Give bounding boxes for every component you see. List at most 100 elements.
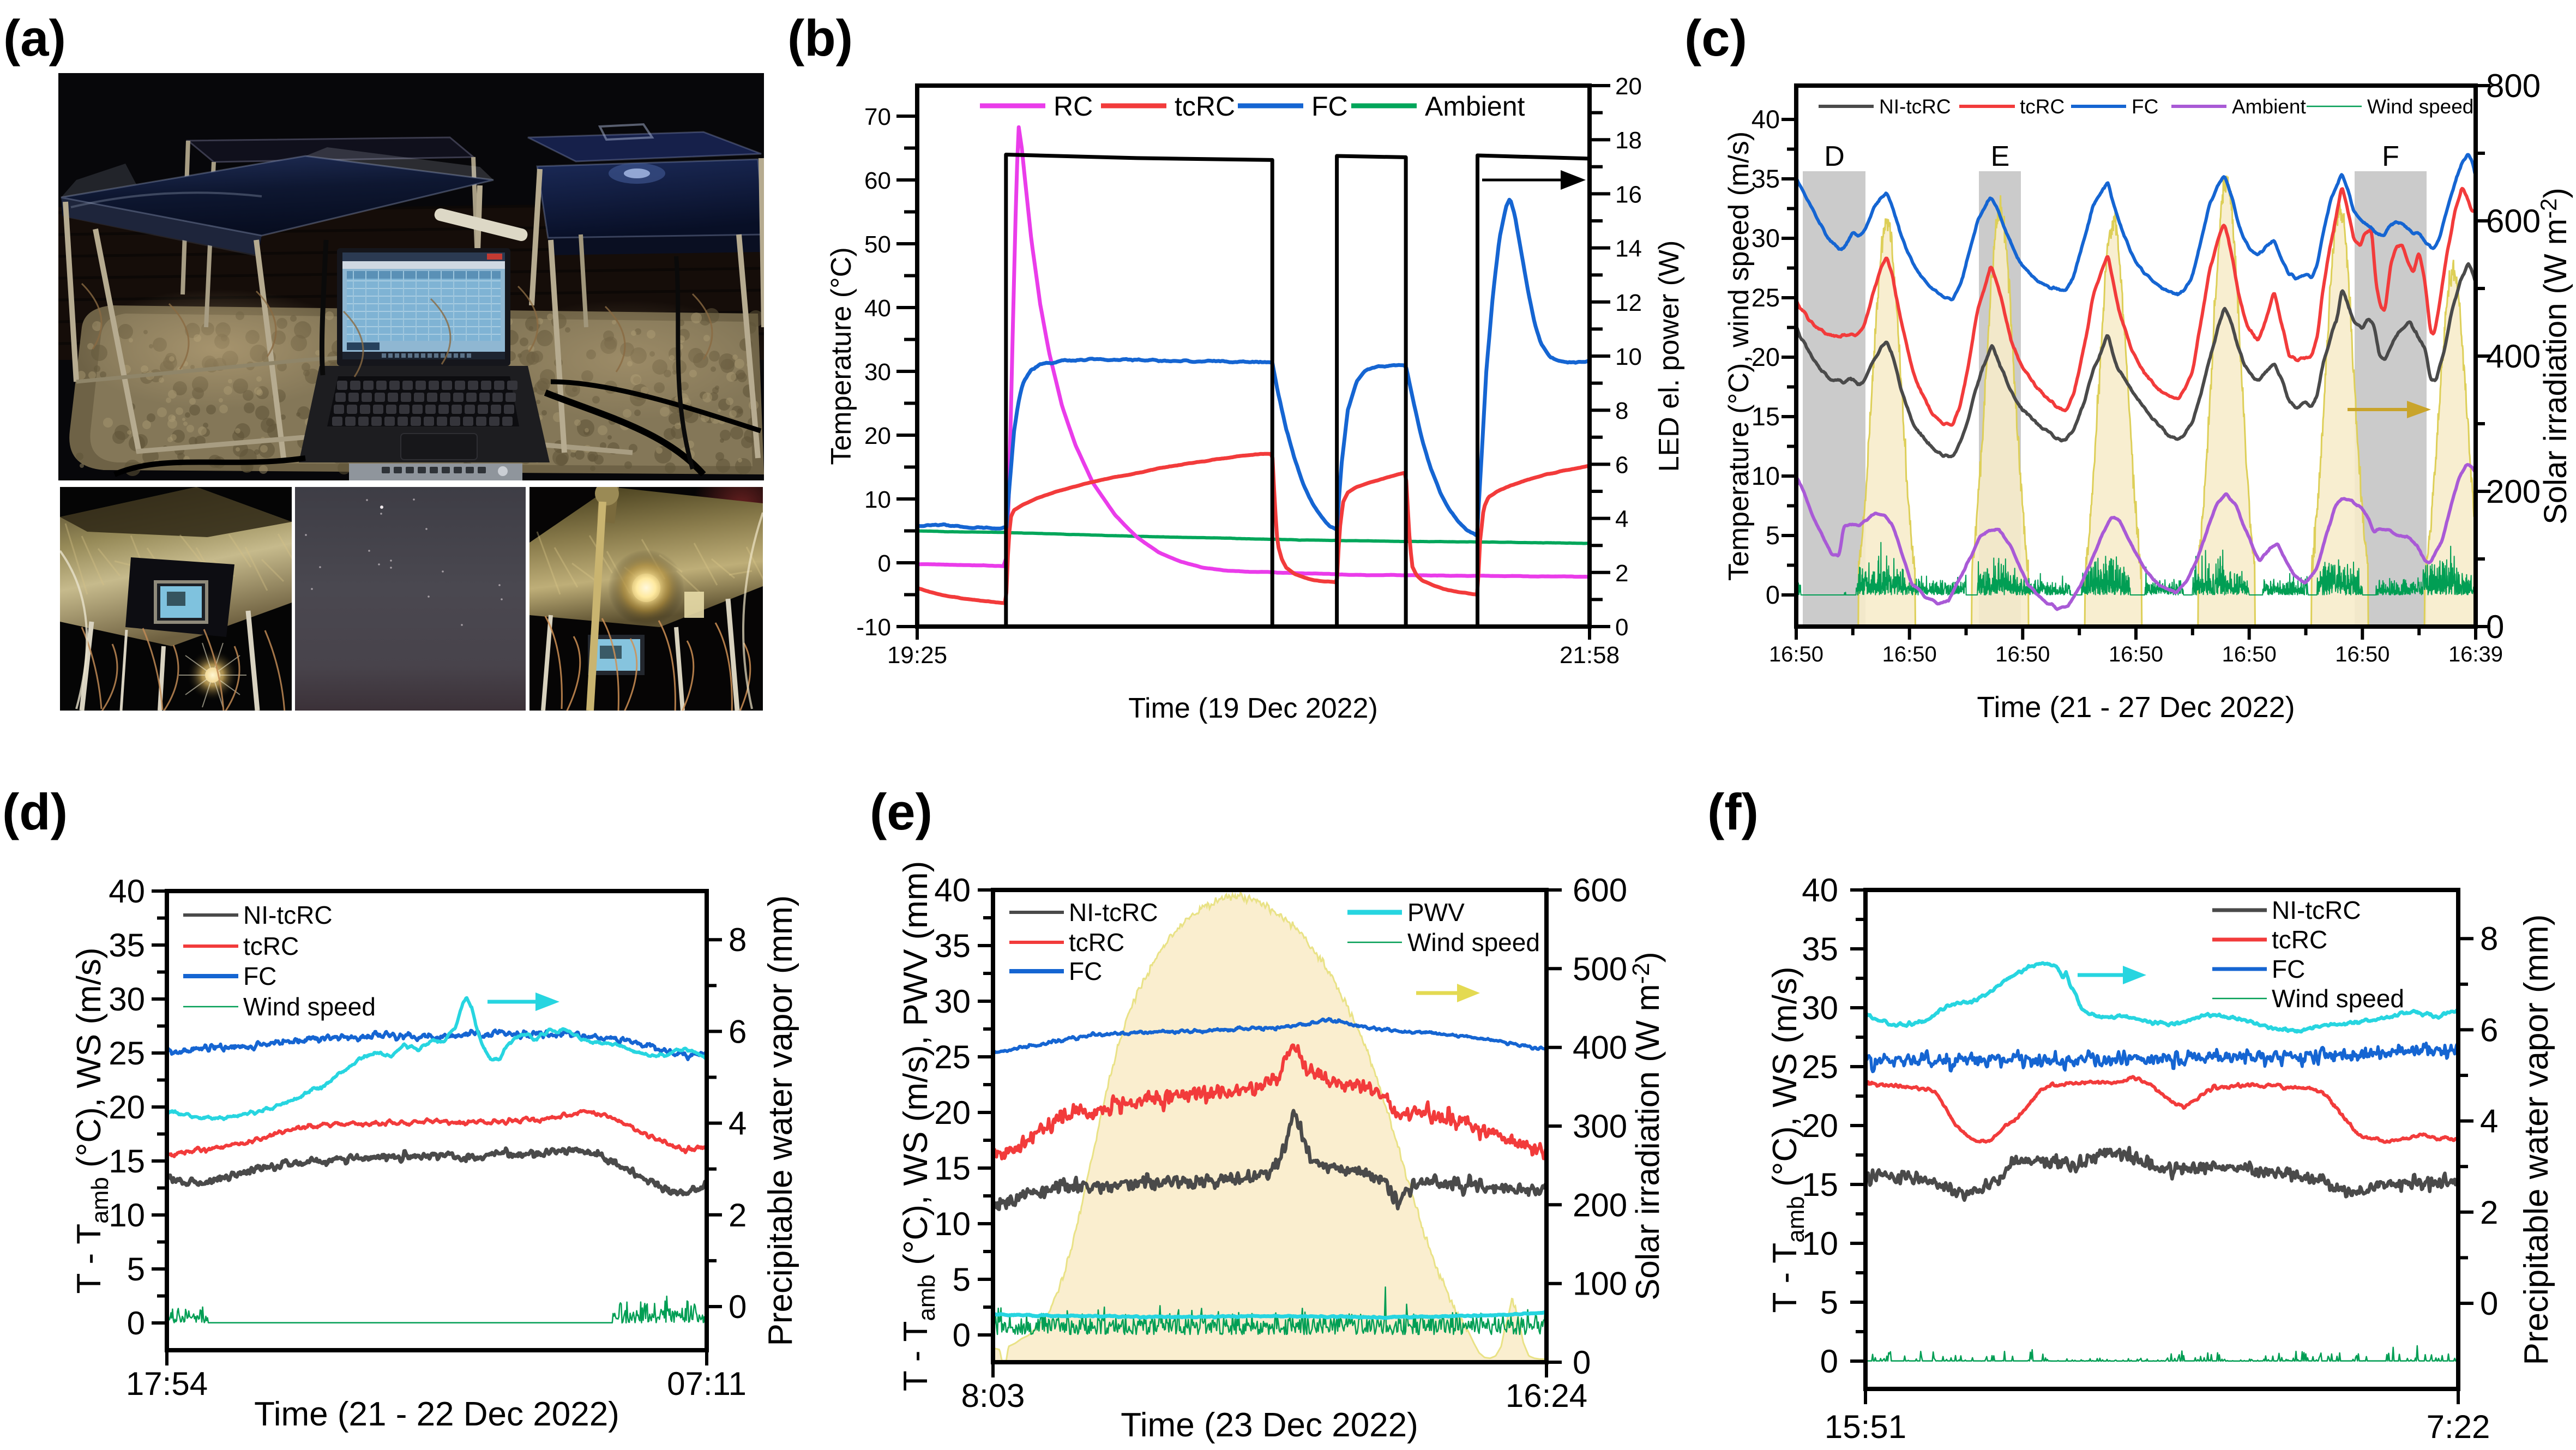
- svg-text:tcRC: tcRC: [243, 932, 299, 960]
- svg-text:70: 70: [864, 104, 891, 130]
- svg-text:0: 0: [2486, 609, 2504, 645]
- svg-text:8: 8: [1615, 398, 1628, 424]
- svg-text:4: 4: [729, 1105, 747, 1142]
- svg-text:18: 18: [1615, 127, 1642, 154]
- svg-text:10: 10: [1802, 1225, 1838, 1262]
- svg-text:0: 0: [1820, 1343, 1838, 1380]
- svg-text:30: 30: [1752, 224, 1780, 252]
- svg-text:30: 30: [109, 981, 145, 1018]
- svg-text:20: 20: [109, 1089, 145, 1126]
- svg-text:16:50: 16:50: [1995, 642, 2050, 666]
- svg-text:16:24: 16:24: [1506, 1377, 1587, 1414]
- svg-text:(f): (f): [1707, 783, 1759, 840]
- svg-text:10: 10: [1752, 461, 1780, 490]
- svg-text:400: 400: [2486, 338, 2541, 375]
- svg-text:20: 20: [1752, 342, 1780, 371]
- svg-text:21:58: 21:58: [1560, 642, 1620, 669]
- svg-text:50: 50: [864, 231, 891, 258]
- svg-text:35: 35: [109, 927, 145, 964]
- svg-text:100: 100: [1573, 1266, 1627, 1302]
- svg-text:600: 600: [1573, 872, 1627, 908]
- svg-text:400: 400: [1573, 1030, 1627, 1066]
- svg-text:16:50: 16:50: [2109, 642, 2163, 666]
- svg-text:35: 35: [934, 928, 971, 964]
- svg-text:4: 4: [2480, 1103, 2498, 1140]
- svg-text:Temperature (°C): Temperature (°C): [826, 247, 857, 465]
- svg-text:Wind speed: Wind speed: [2272, 984, 2404, 1013]
- svg-text:200: 200: [2486, 473, 2541, 510]
- svg-text:2: 2: [1615, 560, 1628, 587]
- svg-text:2: 2: [2480, 1194, 2498, 1231]
- svg-text:NI-tcRC: NI-tcRC: [1879, 95, 1951, 118]
- svg-text:Precipitable water vapor (mm): Precipitable water vapor (mm): [762, 895, 799, 1346]
- svg-text:RC: RC: [1054, 91, 1093, 122]
- svg-text:16:50: 16:50: [1769, 642, 1823, 666]
- svg-text:0: 0: [878, 550, 891, 577]
- svg-text:Temperature (°C), wind speed (: Temperature (°C), wind speed (m/s): [1723, 131, 1755, 581]
- svg-text:FC: FC: [2272, 955, 2305, 983]
- svg-text:NI-tcRC: NI-tcRC: [1069, 898, 1158, 926]
- svg-text:Time (19 Dec 2022): Time (19 Dec 2022): [1128, 693, 1378, 724]
- svg-text:(a): (a): [3, 9, 66, 67]
- svg-text:Time (21 - 22 Dec 2022): Time (21 - 22 Dec 2022): [254, 1395, 619, 1433]
- svg-text:20: 20: [934, 1094, 971, 1131]
- svg-text:LED el. power (W): LED el. power (W): [1653, 240, 1685, 472]
- svg-text:Precipitable water vapor (mm): Precipitable water vapor (mm): [2518, 914, 2555, 1365]
- svg-text:19:25: 19:25: [887, 642, 947, 669]
- svg-text:6: 6: [1615, 452, 1628, 478]
- svg-text:25: 25: [934, 1039, 971, 1075]
- svg-text:Ambient: Ambient: [2232, 95, 2306, 118]
- svg-text:60: 60: [864, 167, 891, 194]
- svg-text:FC: FC: [243, 962, 276, 990]
- svg-text:30: 30: [934, 983, 971, 1020]
- svg-text:5: 5: [953, 1261, 971, 1298]
- svg-text:8: 8: [2480, 920, 2498, 957]
- svg-text:0: 0: [2480, 1285, 2498, 1322]
- svg-text:16:50: 16:50: [1882, 642, 1937, 666]
- svg-text:-10: -10: [856, 614, 891, 641]
- svg-text:Time (21 - 27 Dec 2022): Time (21 - 27 Dec 2022): [1977, 691, 2295, 724]
- svg-text:T - Tamb (°C), WS (m/s): T - Tamb (°C), WS (m/s): [1766, 966, 1809, 1313]
- svg-text:16:50: 16:50: [2335, 642, 2390, 666]
- svg-text:40: 40: [109, 873, 145, 910]
- svg-text:FC: FC: [2132, 95, 2158, 118]
- svg-text:12: 12: [1615, 290, 1642, 316]
- svg-text:20: 20: [864, 423, 891, 449]
- svg-text:6: 6: [729, 1013, 747, 1050]
- svg-text:300: 300: [1573, 1108, 1627, 1145]
- svg-text:tcRC: tcRC: [1175, 91, 1235, 122]
- svg-text:(b): (b): [787, 9, 853, 67]
- svg-text:D: D: [1824, 141, 1845, 172]
- svg-text:30: 30: [1802, 990, 1838, 1026]
- svg-text:25: 25: [109, 1035, 145, 1072]
- svg-text:16: 16: [1615, 181, 1642, 208]
- svg-text:5: 5: [1820, 1284, 1838, 1321]
- svg-text:tcRC: tcRC: [2020, 95, 2065, 118]
- svg-text:10: 10: [934, 1206, 971, 1242]
- svg-text:10: 10: [864, 486, 891, 513]
- svg-text:0: 0: [1766, 580, 1780, 609]
- svg-text:4: 4: [1615, 506, 1628, 533]
- svg-text:tcRC: tcRC: [2272, 925, 2327, 954]
- svg-text:(d): (d): [2, 783, 68, 840]
- svg-text:0: 0: [127, 1305, 145, 1341]
- svg-text:Wind speed: Wind speed: [243, 992, 376, 1021]
- svg-text:35: 35: [1752, 164, 1780, 193]
- svg-text:5: 5: [127, 1251, 145, 1287]
- svg-text:0: 0: [953, 1317, 971, 1353]
- svg-text:600: 600: [2486, 203, 2541, 239]
- svg-text:10: 10: [109, 1197, 145, 1234]
- svg-text:2: 2: [729, 1197, 747, 1234]
- svg-text:0: 0: [1573, 1344, 1591, 1381]
- svg-text:15: 15: [109, 1143, 145, 1180]
- svg-text:7:22: 7:22: [2427, 1409, 2490, 1445]
- svg-text:40: 40: [934, 872, 971, 908]
- svg-text:5: 5: [1766, 521, 1780, 550]
- svg-text:25: 25: [1752, 283, 1780, 312]
- svg-text:40: 40: [864, 295, 891, 322]
- svg-text:15: 15: [1752, 402, 1780, 431]
- svg-text:200: 200: [1573, 1187, 1627, 1223]
- svg-text:15:51: 15:51: [1825, 1409, 1906, 1445]
- svg-text:30: 30: [864, 359, 891, 386]
- svg-text:8: 8: [729, 922, 747, 958]
